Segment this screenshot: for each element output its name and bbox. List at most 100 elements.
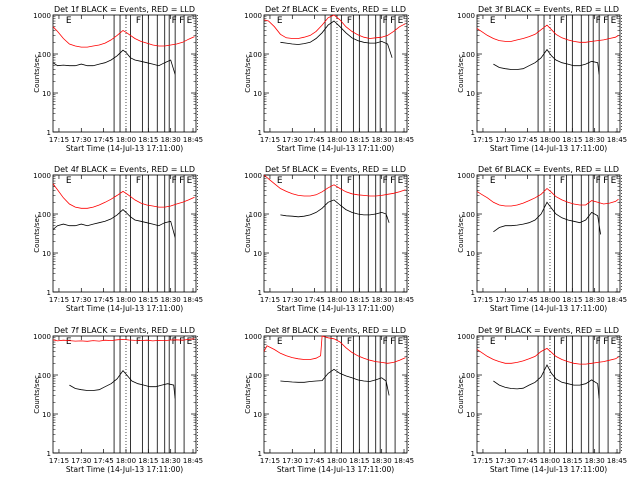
region-flag: E [66,176,72,186]
x-tick-label: 17:15 [49,457,69,465]
region-flag: F [172,176,177,186]
y-tick-label: 100 [462,211,475,219]
y-tick-label: 1000 [33,333,51,341]
x-tick-label: 17:45 [94,457,114,465]
region-flag: E [398,16,404,26]
lld-line [263,14,406,39]
panel-title: Det 5f BLACK = Events, RED = LLD [265,165,406,174]
lld-line [476,347,619,365]
y-tick-label: 100 [249,372,262,380]
y-axis-label: Counts/sec [457,375,465,414]
region-flag: F [596,337,601,347]
x-tick-label: 18:00 [540,457,560,465]
y-tick-label: 1000 [244,333,262,341]
events-line [280,20,393,58]
x-tick-label: 18:30 [161,136,181,144]
x-tick-label: 18:15 [562,457,582,465]
x-tick-label: 17:45 [305,296,325,304]
x-axis-label: Start Time (14-Jul-13 17:11:00) [490,304,607,313]
region-flag: F [179,337,184,347]
region-flag: E [490,176,496,186]
region-flag: E [187,16,193,26]
x-tick-label: 18:30 [585,136,605,144]
events-line [280,199,390,223]
x-tick-label: 17:30 [495,457,515,465]
y-tick-label: 1000 [244,172,262,180]
panel-title: Det 4f BLACK = Events, RED = LLD [54,165,195,174]
x-tick-label: 18:30 [161,457,181,465]
x-tick-label: 18:45 [183,136,203,144]
region-flag: F [603,176,608,186]
x-tick-label: 17:45 [518,136,538,144]
region-flag: F [390,337,395,347]
y-tick-label: 10 [42,250,51,258]
region-flag: F [172,337,177,347]
x-axis-label: Start Time (14-Jul-13 17:11:00) [66,304,183,313]
panel-title: Det 3f BLACK = Events, RED = LLD [478,5,619,14]
x-tick-label: 17:30 [282,457,302,465]
y-tick-label: 1 [471,450,475,458]
region-flag: E [277,176,283,186]
x-tick-label: 18:45 [607,136,627,144]
region-flag: F [179,176,184,186]
y-tick-label: 100 [38,372,51,380]
region-flag: F [347,176,352,186]
region-flag: F [136,337,141,347]
x-axis-label: Start Time (14-Jul-13 17:11:00) [277,144,394,153]
x-tick-label: 18:45 [394,457,414,465]
x-tick-label: 17:15 [260,136,280,144]
region-flag: F [136,176,141,186]
lld-line [52,26,195,48]
x-tick-label: 18:15 [562,136,582,144]
x-tick-label: 18:45 [394,136,414,144]
x-tick-label: 17:45 [305,457,325,465]
x-tick-label: 17:15 [473,136,493,144]
y-tick-label: 10 [42,90,51,98]
x-tick-label: 17:15 [260,296,280,304]
region-flag: F [136,16,141,26]
x-tick-label: 18:00 [327,296,347,304]
y-tick-label: 1000 [244,12,262,20]
x-tick-label: 17:45 [94,136,114,144]
events-line [69,369,176,399]
events-line [280,368,390,396]
lld-line [263,335,406,364]
plot-frame [52,14,197,133]
x-tick-label: 18:30 [372,136,392,144]
region-flag: F [390,176,395,186]
region-flag: F [347,337,352,347]
plot-frame [476,174,621,293]
x-tick-label: 18:45 [183,457,203,465]
x-tick-label: 18:45 [607,457,627,465]
x-tick-label: 18:30 [585,457,605,465]
region-flag: F [172,16,177,26]
region-flag: F [347,16,352,26]
y-axis-label: Counts/sec [33,54,41,93]
events-line [493,201,601,235]
x-tick-label: 18:00 [116,457,136,465]
x-tick-label: 18:00 [540,136,560,144]
region-flag: E [398,337,404,347]
plot-frame [476,14,621,133]
y-tick-label: 1000 [33,12,51,20]
y-tick-label: 100 [38,51,51,59]
panel-title: Det 6f BLACK = Events, RED = LLD [478,165,619,174]
x-tick-label: 18:30 [372,296,392,304]
x-tick-label: 18:30 [372,457,392,465]
region-flag: E [490,337,496,347]
lld-line [52,183,195,209]
y-tick-label: 1 [258,289,262,297]
events-line [493,48,600,75]
y-tick-label: 10 [253,411,262,419]
y-tick-label: 10 [466,250,475,258]
x-tick-label: 18:15 [562,296,582,304]
y-tick-label: 1 [47,289,51,297]
x-tick-label: 18:15 [138,136,158,144]
y-tick-label: 1 [47,450,51,458]
